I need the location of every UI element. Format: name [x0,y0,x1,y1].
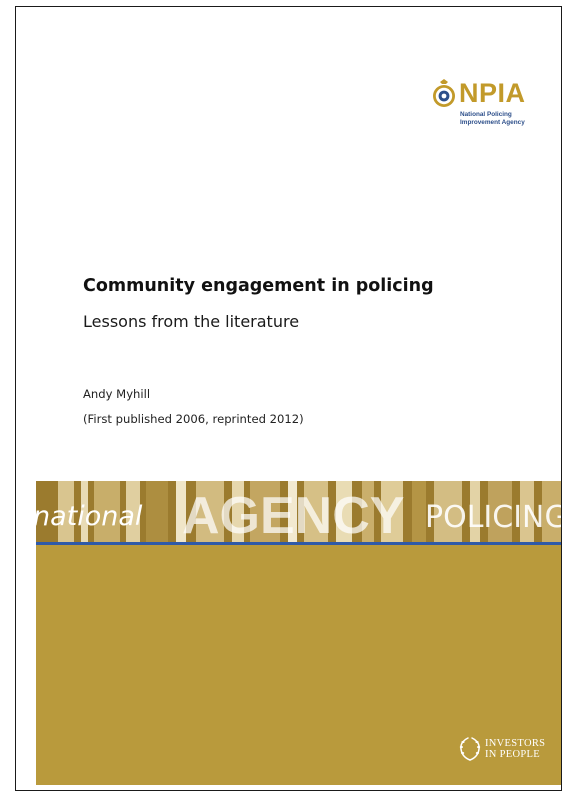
banner-word-agency: AGENCY [182,487,404,545]
npia-full-name-line1: National Policing [460,111,512,118]
document-cover-page: NPIA National Policing Improvement Agenc… [15,6,562,791]
banner-graphic: national AGENCY POLICING [36,481,562,545]
document-subtitle: Lessons from the literature [83,312,300,331]
publication-note: (First published 2006, reprinted 2012) [83,412,304,426]
investors-in-people-laurel-icon [459,737,481,761]
npia-logo: NPIA National Policing Improvement Agenc… [428,75,558,145]
police-crest-icon [433,79,455,107]
banner-word-national: national [36,501,143,532]
gold-panel: INVESTORS IN PEOPLE [36,545,561,785]
banner-blue-rule [36,542,561,545]
investors-in-people-line2: IN PEOPLE [485,749,540,760]
investors-in-people-line1: INVESTORS [485,738,546,749]
npia-wordmark: NPIA [459,78,526,108]
npia-full-name-line2: Improvement Agency [460,118,525,126]
banner-strip: national AGENCY POLICING [36,481,562,545]
document-title: Community engagement in policing [83,276,434,296]
investors-in-people-text: INVESTORS IN PEOPLE [485,738,545,760]
author-name: Andy Myhill [83,387,151,401]
banner-word-policing: POLICING [425,500,562,535]
investors-in-people-logo: INVESTORS IN PEOPLE [458,735,548,765]
npia-full-name: National Policing Improvement Agency [460,111,525,126]
